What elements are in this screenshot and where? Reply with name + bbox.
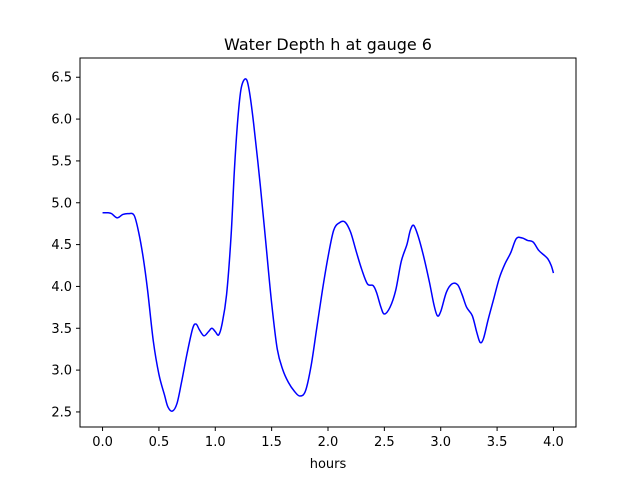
x-tick-label: 2.0 xyxy=(318,435,339,450)
x-axis-label: hours xyxy=(310,457,347,472)
x-tick-label: 3.0 xyxy=(430,435,451,450)
y-tick-label: 6.0 xyxy=(51,113,72,128)
y-tick-label: 4.0 xyxy=(51,280,72,295)
y-tick-label: 5.0 xyxy=(51,196,72,211)
x-tick-label: 1.5 xyxy=(261,435,282,450)
chart-title: Water Depth h at gauge 6 xyxy=(224,35,432,54)
x-axis: 0.0 0.5 1.0 1.5 2.0 2.5 3.0 3.5 4.0 xyxy=(92,427,564,450)
plot-frame xyxy=(79,57,577,428)
y-tick-label: 2.5 xyxy=(51,405,72,420)
y-tick-label: 3.5 xyxy=(51,322,72,337)
series-line-0 xyxy=(102,78,555,412)
x-tick-label: 0.5 xyxy=(149,435,170,450)
x-tick-label: 0.0 xyxy=(92,435,113,450)
series-layer xyxy=(102,78,555,412)
x-tick-label: 4.0 xyxy=(543,435,564,450)
y-tick-label: 5.5 xyxy=(51,154,72,169)
x-tick-label: 1.0 xyxy=(205,435,226,450)
y-tick-label: 4.5 xyxy=(51,238,72,253)
x-tick-label: 3.5 xyxy=(487,435,508,450)
y-axis: 2.5 3.0 3.5 4.0 4.5 5.0 5.5 6.0 6.5 xyxy=(51,71,80,420)
y-tick-label: 6.5 xyxy=(51,71,72,86)
y-tick-label: 3.0 xyxy=(51,364,72,379)
x-tick-label: 2.5 xyxy=(374,435,395,450)
